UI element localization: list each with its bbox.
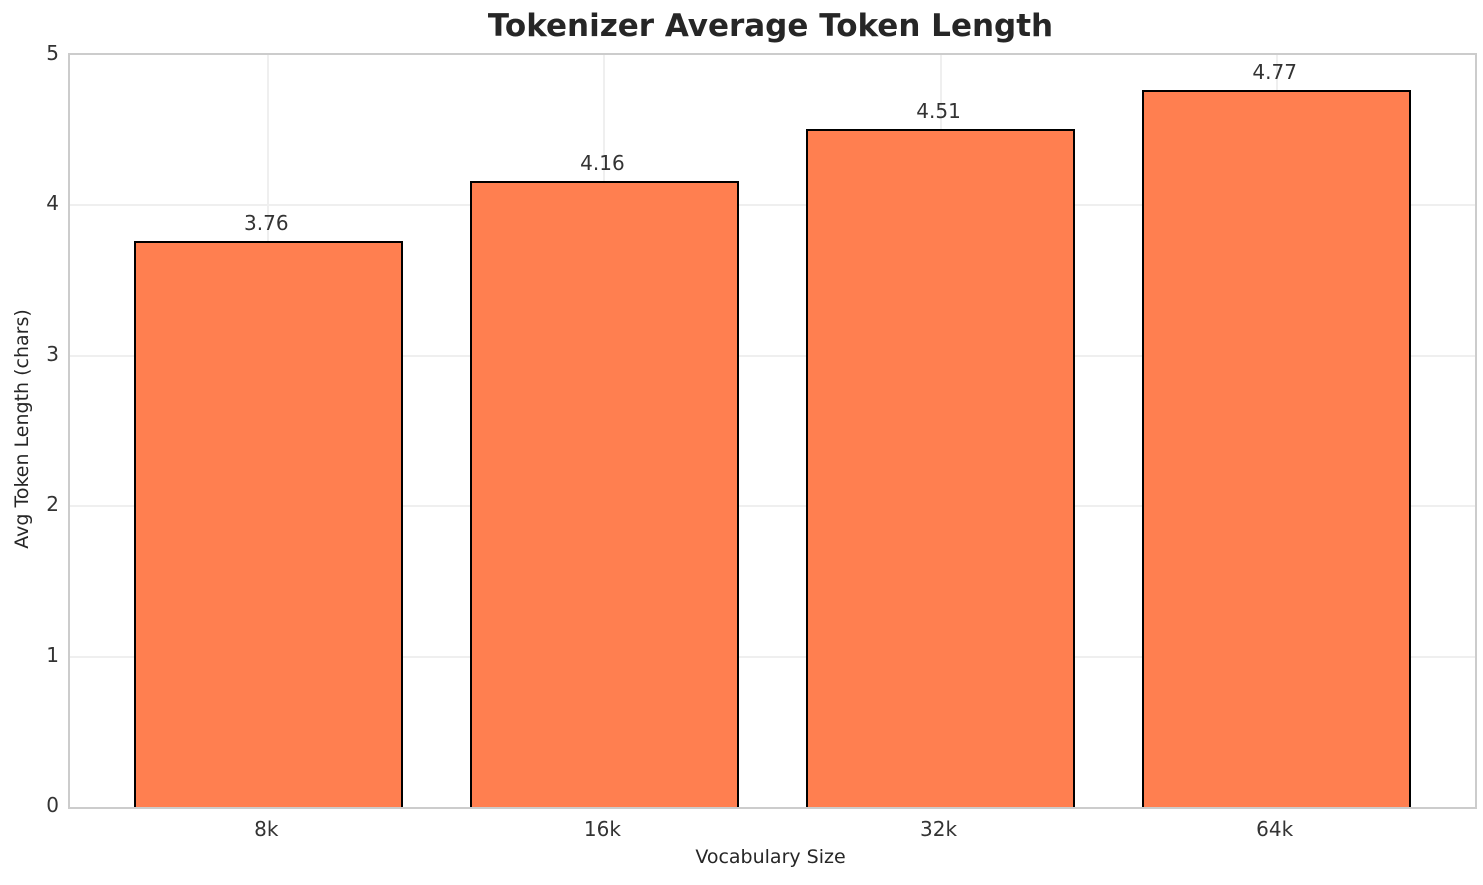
y-tick-label: 5 xyxy=(46,41,59,65)
y-tick-label: 1 xyxy=(46,642,59,667)
x-tick-label: 16k xyxy=(583,817,621,841)
y-tick-label: 0 xyxy=(46,793,59,817)
bar-8k xyxy=(133,241,403,807)
x-tick-label: 32k xyxy=(920,817,958,841)
x-axis-label: Vocabulary Size xyxy=(695,846,846,868)
chart-title: Tokenizer Average Token Length xyxy=(487,8,1054,44)
bar-16k xyxy=(469,181,739,807)
bar-value-label: 3.76 xyxy=(244,211,289,236)
gridline-horizontal xyxy=(70,204,1475,207)
y-axis-label: Avg Token Length (chars) xyxy=(11,309,33,549)
bar-64k xyxy=(1142,89,1412,807)
bar-value-label: 4.51 xyxy=(916,98,961,123)
x-tick-label: 64k xyxy=(1256,817,1294,841)
y-tick-label: 3 xyxy=(46,341,59,366)
gridline-horizontal xyxy=(70,505,1475,508)
bar-value-label: 4.16 xyxy=(580,151,625,176)
gridline-horizontal xyxy=(70,354,1475,357)
y-tick-label: 4 xyxy=(46,191,59,216)
bar-32k xyxy=(806,128,1075,807)
x-tick-label: 8k xyxy=(254,817,279,841)
gridline-horizontal xyxy=(70,655,1475,658)
plot-area xyxy=(68,53,1477,809)
y-tick-label: 2 xyxy=(46,492,59,517)
bar-value-label: 4.77 xyxy=(1252,59,1297,84)
